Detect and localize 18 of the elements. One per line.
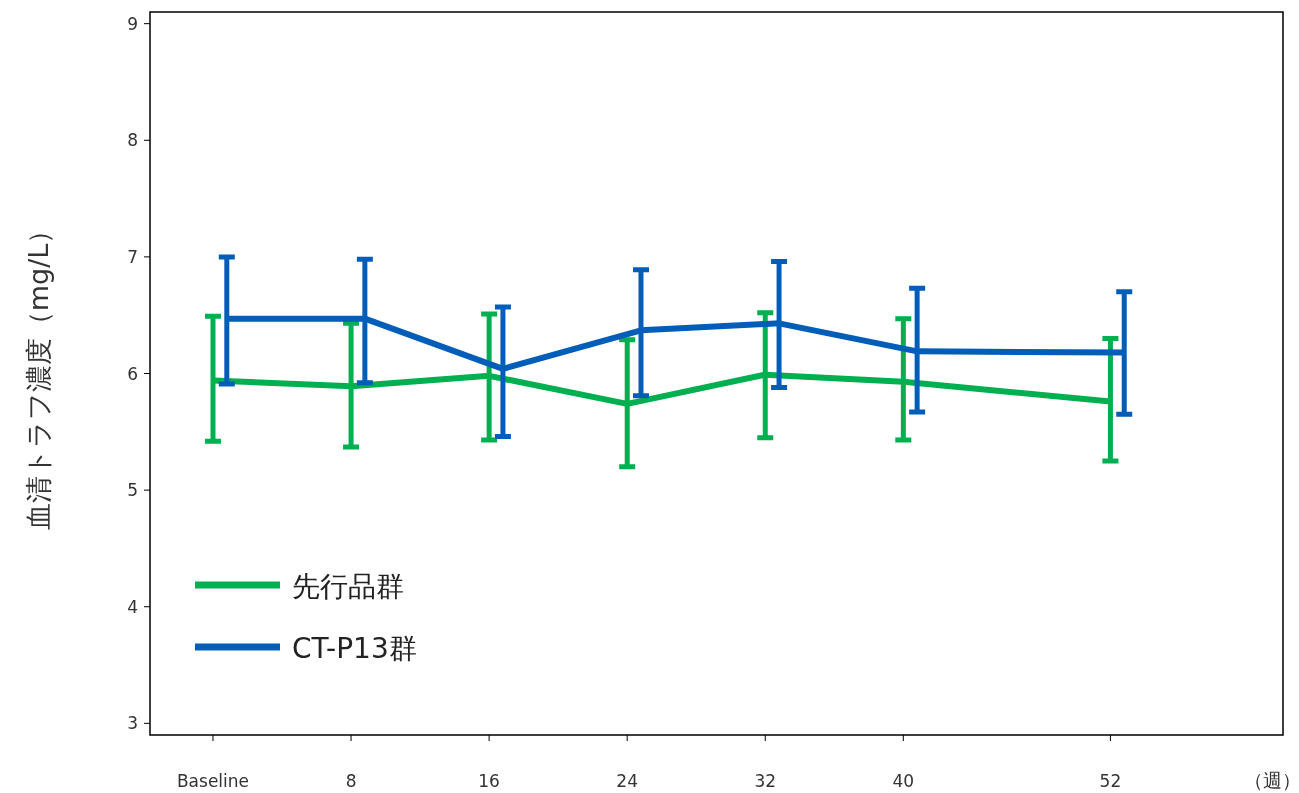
x-tick-label: 8 xyxy=(345,771,357,791)
y-tick-label: 3 xyxy=(127,713,138,734)
legend-label: 先行品群 xyxy=(292,570,404,603)
x-axis-title: （週） xyxy=(1243,769,1299,791)
x-tick-label: Baseline xyxy=(176,771,250,791)
y-tick-label: 5 xyxy=(127,480,138,501)
x-tick-label: 24 xyxy=(616,771,639,791)
x-tick-label: 40 xyxy=(892,771,915,791)
y-tick-label: 6 xyxy=(127,363,138,384)
x-tick-label: 52 xyxy=(1099,771,1122,791)
x-tick-label: 16 xyxy=(478,771,500,791)
y-axis-title: 血清トラフ濃度（mg/L） xyxy=(23,216,54,531)
y-tick-label: 7 xyxy=(127,246,138,267)
legend-label: CT-P13群 xyxy=(292,632,417,665)
y-tick-label: 8 xyxy=(127,130,138,151)
x-tick-label: 32 xyxy=(754,771,777,791)
y-tick-label: 9 xyxy=(127,13,138,34)
y-tick-label: 4 xyxy=(127,596,138,617)
